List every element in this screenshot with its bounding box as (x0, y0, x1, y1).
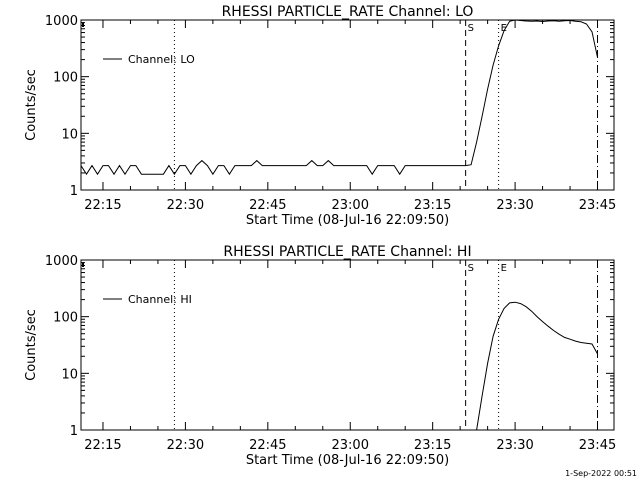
x-tick-label: 22:15 (84, 198, 121, 213)
y-axis-label: Counts/sec (24, 309, 39, 381)
chart-panel-1: RHESSI PARTICLE_RATE Channel: LO 1 10 100 10… (24, 4, 616, 228)
series-line (476, 301, 598, 431)
chart-panel-2: RHESSI PARTICLE_RATE Channel: HI 1 10 100 10… (24, 244, 616, 468)
corner-mark (82, 263, 84, 267)
x-axis-label: Start Time (08-Jul-16 22:09:50) (246, 213, 449, 228)
x-tick-label: 23:00 (332, 438, 369, 453)
marker-label: S (468, 23, 474, 34)
chart-title: RHESSI PARTICLE_RATE Channel: LO (222, 4, 474, 20)
x-tick-label: 23:45 (579, 198, 616, 213)
x-axis-label: Start Time (08-Jul-16 22:09:50) (246, 453, 449, 468)
timestamp-label: 1-Sep-2022 00:51 (565, 469, 637, 478)
marker-label: E (501, 23, 507, 34)
y-tick-label: 100 (53, 71, 78, 86)
plot-frame (80, 19, 615, 191)
marker-label: S (468, 263, 474, 274)
x-tick-label: 23:30 (496, 438, 533, 453)
x-tick-label: 23:15 (414, 198, 451, 213)
x-tick-label: 22:45 (249, 198, 286, 213)
x-tick-label: 22:15 (84, 438, 121, 453)
chart-title: RHESSI PARTICLE_RATE Channel: HI (223, 244, 471, 260)
plot-frame (80, 259, 615, 431)
x-tick-label: 22:30 (167, 438, 204, 453)
y-tick-label: 1 (70, 184, 78, 199)
x-tick-label: 23:45 (579, 438, 616, 453)
y-tick-label: 10 (61, 367, 78, 382)
x-tick-label: 23:00 (332, 198, 369, 213)
y-tick-label: 1 (70, 424, 78, 439)
corner-mark (82, 23, 84, 27)
x-tick-label: 22:30 (167, 198, 204, 213)
x-tick-label: 22:45 (249, 438, 286, 453)
y-tick-label: 1000 (45, 254, 78, 269)
x-tick-label: 23:30 (496, 198, 533, 213)
y-axis-label: Counts/sec (24, 69, 39, 141)
marker-label: E (501, 263, 507, 274)
series-line (80, 19, 598, 176)
y-tick-label: 1000 (45, 14, 78, 29)
y-tick-label: 100 (53, 311, 78, 326)
y-tick-label: 10 (61, 127, 78, 142)
legend-label: Channel: LO (128, 53, 195, 66)
x-tick-label: 23:15 (414, 438, 451, 453)
legend-label: Channel: HI (128, 293, 192, 306)
